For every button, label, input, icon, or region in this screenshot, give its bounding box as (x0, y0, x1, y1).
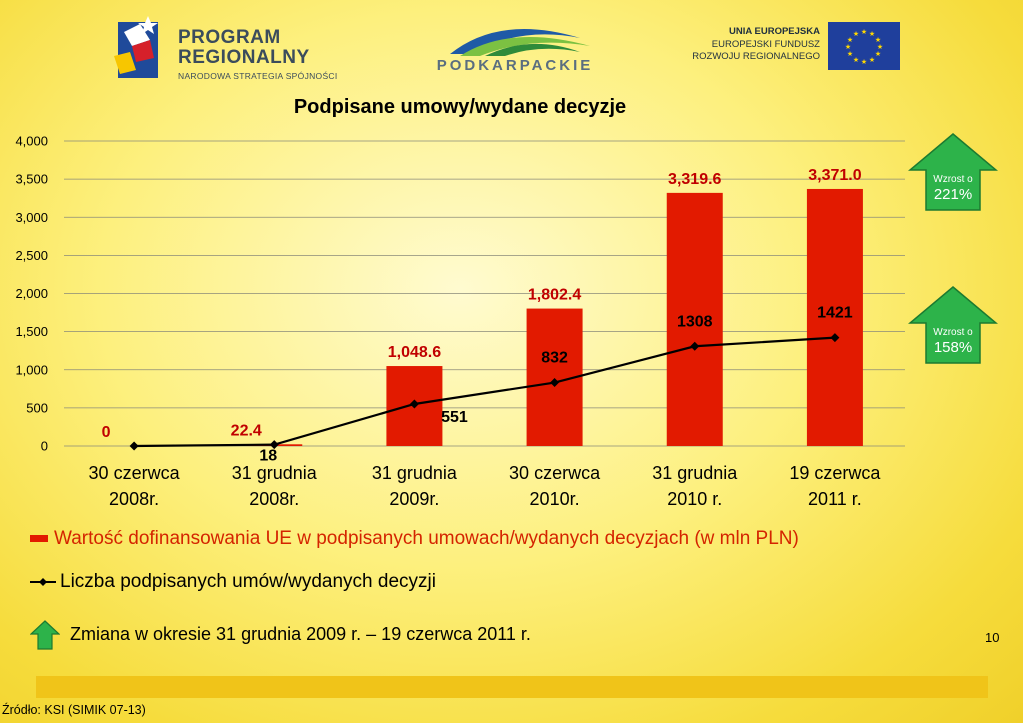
bar-data-label: 3,371.0 (808, 167, 861, 184)
up-arrow-icon (908, 133, 998, 211)
svg-text:★: ★ (877, 43, 883, 51)
svg-text:★: ★ (861, 28, 867, 36)
up-arrow-icon (908, 286, 998, 364)
svg-text:★: ★ (845, 43, 851, 51)
eu-line2: EUROPEJSKI FUNDUSZ (711, 38, 820, 50)
x-category-label: 2009r. (389, 489, 439, 509)
chart-title: Podpisane umowy/wydane decyzje (293, 96, 627, 118)
x-category-label: 2008r. (109, 489, 159, 509)
legend-bar-series: Wartość dofinansowania UE w podpisanych … (30, 528, 799, 550)
growth-badge-1-value: 221% (933, 186, 973, 203)
growth-badge-2-value: 158% (933, 339, 973, 356)
eu-logo: UNIA EUROPEJSKA EUROPEJSKI FUNDUSZ ROZWO… (690, 22, 900, 74)
line-point (409, 399, 419, 409)
program-title-line2: REGIONALNY (178, 47, 310, 68)
y-tick-label: 0 (41, 439, 48, 454)
line-point (830, 333, 840, 343)
line-point (129, 441, 139, 451)
svg-text:★: ★ (853, 56, 859, 64)
line-point (550, 378, 560, 388)
y-tick-label: 1,500 (15, 324, 48, 339)
change-note-text: Zmiana w okresie 31 grudnia 2009 r. – 19… (70, 624, 531, 644)
up-arrow-icon (29, 620, 61, 650)
program-title-line1: PROGRAM (178, 27, 281, 48)
x-category-label: 19 czerwca (789, 463, 881, 483)
legend-line-series: Liczba podpisanych umów/wydanych decyzji (30, 571, 436, 593)
svg-text:★: ★ (847, 50, 853, 58)
legend-line-swatch (30, 577, 56, 586)
bar-data-label: 1,802.4 (528, 287, 581, 304)
line-point (269, 440, 279, 450)
x-category-label: 31 grudnia (372, 463, 458, 483)
line-data-label: 1308 (677, 313, 713, 330)
x-category-label: 30 czerwca (89, 463, 181, 483)
y-tick-label: 3,500 (15, 172, 48, 187)
eu-line1: UNIA EUROPEJSKA (729, 26, 820, 37)
line-data-label: 551 (441, 409, 468, 426)
x-category-label: 31 grudnia (652, 463, 738, 483)
line-point (690, 341, 700, 351)
svg-text:★: ★ (861, 58, 867, 66)
svg-text:★: ★ (869, 30, 875, 38)
legend-bar-label: Wartość dofinansowania UE w podpisanych … (54, 528, 799, 549)
eu-line3: ROZWOJU REGIONALNEGO (692, 51, 820, 62)
podkarpackie-logo: PODKARPACKIE (430, 20, 600, 78)
x-category-label: 31 grudnia (232, 463, 318, 483)
svg-text:★: ★ (875, 36, 881, 44)
y-tick-label: 500 (26, 400, 48, 415)
svg-text:★: ★ (847, 36, 853, 44)
page-number: 10 (985, 630, 1000, 645)
bar (666, 192, 723, 446)
podkarpackie-text: PODKARPACKIE (436, 57, 594, 74)
y-tick-label: 3,000 (15, 210, 48, 225)
program-regionalny-logo: PROGRAM REGIONALNY NARODOWA STRATEGIA SPÓ… (110, 12, 350, 84)
x-category-label: 2010r. (530, 489, 580, 509)
program-emblem-icon (114, 16, 158, 78)
podkarpackie-emblem-icon (450, 29, 590, 56)
legend-line-label: Liczba podpisanych umów/wydanych decyzji (60, 571, 436, 592)
growth-badge-1-label: Wzrost o (933, 174, 973, 185)
footer-bar (36, 676, 988, 698)
x-category-label: 2008r. (249, 489, 299, 509)
bar-data-label: 22.4 (231, 422, 262, 439)
line-data-label: 832 (541, 350, 568, 367)
bar-data-label: 1,048.6 (388, 344, 441, 361)
line-data-label: 1421 (817, 305, 853, 322)
line-series (134, 336, 835, 448)
legend-bar-swatch (30, 535, 48, 543)
change-note: Zmiana w okresie 31 grudnia 2009 r. – 19… (29, 620, 531, 655)
eu-flag-icon: ★ ★ ★ ★ ★ ★ ★ ★ ★ ★ ★ ★ (828, 22, 900, 70)
program-subtitle: NARODOWA STRATEGIA SPÓJNOŚCI (178, 71, 338, 81)
bar-line-chart: 0 500 1,000 1,500 2,000 2,500 3,000 3,500 4,000 3… (15, 134, 905, 509)
bar-data-label: 0 (102, 424, 111, 441)
bar (806, 188, 863, 446)
svg-text:★: ★ (869, 56, 875, 64)
growth-badge-1: Wzrost o 221% (908, 132, 998, 212)
line-data-label: 18 (259, 448, 277, 465)
x-category-label: 2010 r. (667, 489, 722, 509)
source-note: Źródło: KSI (SIMIK 07-13) (2, 703, 146, 717)
y-tick-label: 2,500 (15, 248, 48, 263)
x-category-label: 30 czerwca (509, 463, 601, 483)
bar-data-label: 3,319.6 (668, 171, 721, 188)
svg-text:★: ★ (853, 30, 859, 38)
growth-badge-2-label: Wzrost o (933, 327, 973, 338)
y-tick-label: 2,000 (15, 286, 48, 301)
y-tick-label: 4,000 (15, 134, 48, 149)
svg-text:★: ★ (875, 50, 881, 58)
growth-badge-2: Wzrost o 158% (908, 285, 998, 365)
x-category-label: 2011 r. (808, 489, 862, 509)
y-tick-label: 1,000 (15, 362, 48, 377)
